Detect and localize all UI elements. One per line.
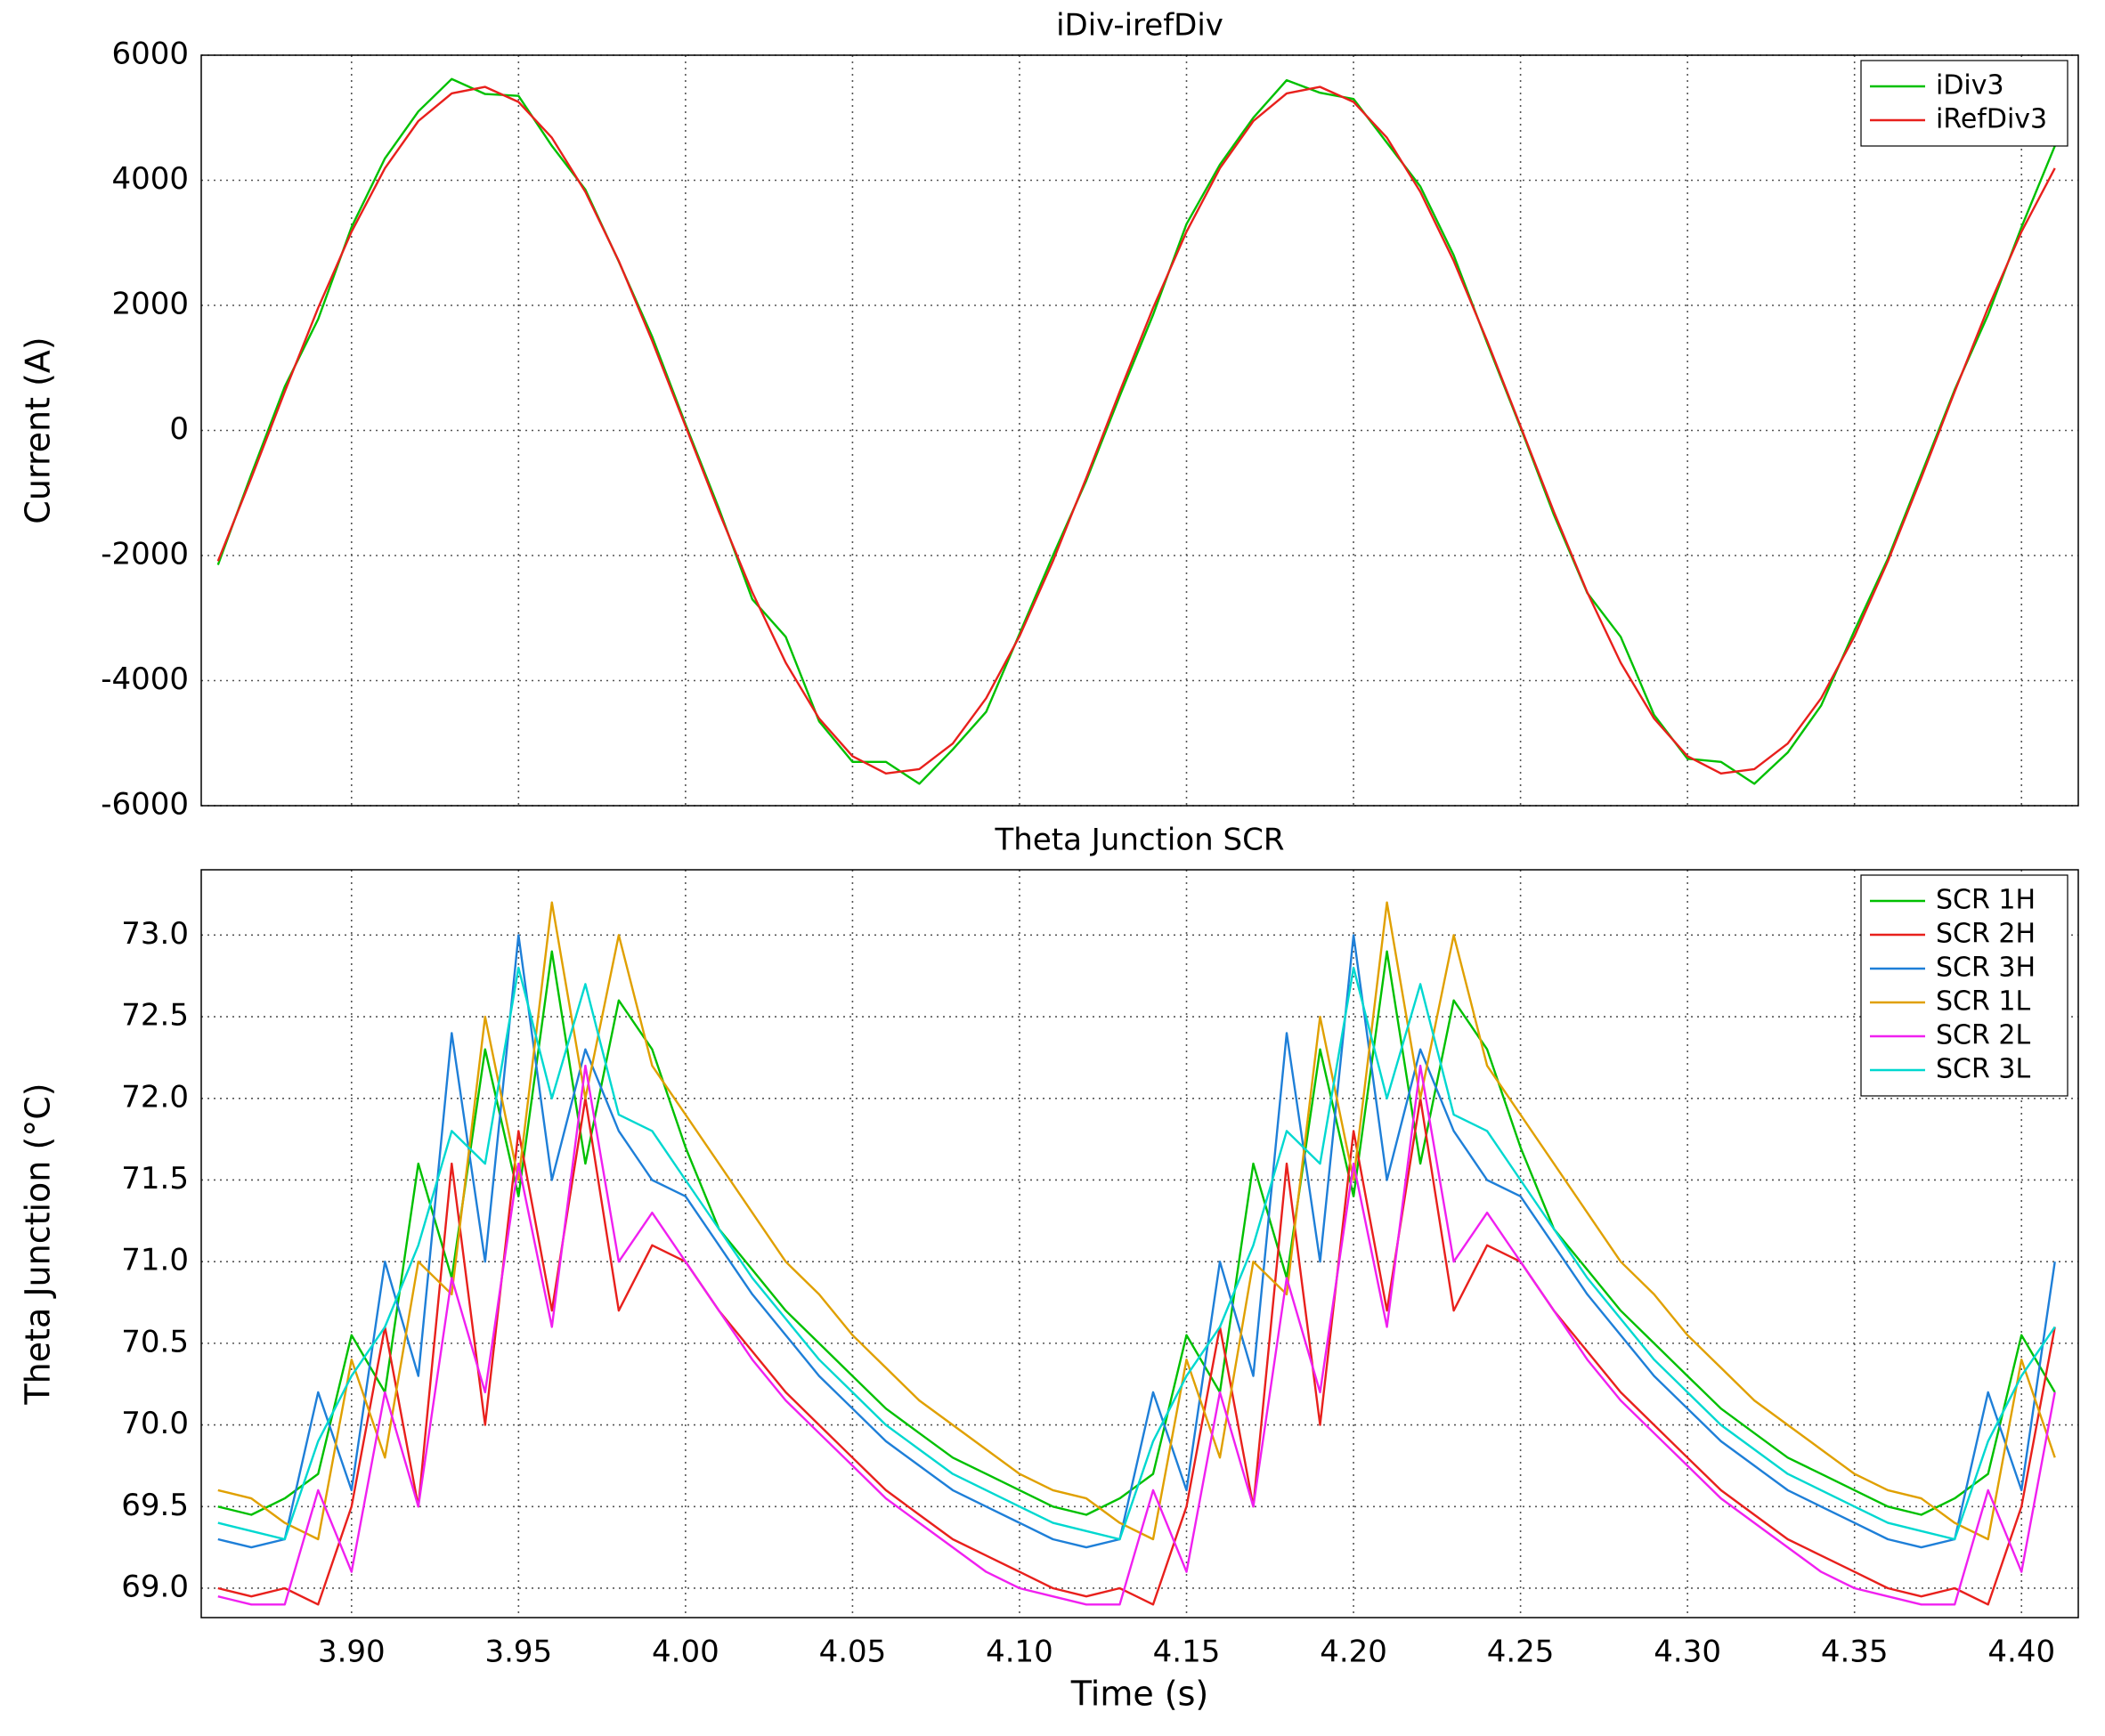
legend-label: SCR 2L	[1936, 1020, 2030, 1051]
plot-frame	[200, 54, 2079, 807]
y-tick-label: 70.5	[121, 1324, 189, 1359]
legend-label: SCR 1L	[1936, 986, 2030, 1018]
x-tick-label: 4.40	[1987, 1635, 2055, 1670]
y-tick-label: -2000	[101, 537, 189, 572]
series-line	[217, 950, 2056, 1516]
y-axis-label: Theta Junction (°C)	[19, 1083, 58, 1405]
series-line	[217, 966, 2056, 1541]
series-line	[217, 901, 2056, 1541]
series-group	[217, 901, 2056, 1606]
chart-title: Theta Junction SCR	[995, 823, 1285, 858]
series-line	[216, 85, 2056, 775]
series-group	[216, 77, 2056, 785]
legend-label: SCR 2H	[1936, 919, 2036, 950]
x-tick-label: 3.90	[318, 1635, 386, 1670]
legend-label: SCR 3H	[1936, 953, 2036, 984]
y-tick-label: 69.5	[121, 1488, 189, 1523]
x-tick-label: 4.25	[1487, 1635, 1555, 1670]
plot-frame	[200, 869, 2079, 1618]
y-tick-label: 4000	[111, 161, 189, 197]
legend-label: SCR 3L	[1936, 1054, 2030, 1085]
x-tick-label: 4.30	[1654, 1635, 1721, 1670]
y-tick-label: 71.0	[121, 1243, 189, 1278]
series-line	[217, 1097, 2056, 1606]
y-tick-label: 71.5	[121, 1161, 189, 1197]
x-tick-label: 4.15	[1153, 1635, 1221, 1670]
x-tick-label: 3.95	[484, 1635, 552, 1670]
y-tick-label: 6000	[111, 37, 189, 72]
x-tick-label: 4.20	[1320, 1635, 1387, 1670]
y-tick-label: -6000	[101, 787, 189, 823]
x-tick-label: 4.35	[1821, 1635, 1889, 1670]
x-tick-label: 4.00	[652, 1635, 719, 1670]
y-tick-label: 72.5	[121, 998, 189, 1034]
legend-label: iDiv3	[1936, 70, 2004, 101]
series-line	[217, 1064, 2056, 1606]
x-tick-label: 4.10	[986, 1635, 1053, 1670]
y-tick-label: 73.0	[121, 916, 189, 952]
y-axis-label: Current (A)	[19, 337, 58, 523]
x-axis-label: Time (s)	[1070, 1675, 1209, 1714]
y-tick-label: 70.0	[121, 1406, 189, 1441]
y-tick-label: 0	[169, 411, 189, 447]
legend-label: SCR 1H	[1936, 885, 2036, 916]
chart-title: iDiv-irefDiv	[1056, 8, 1223, 44]
y-tick-label: 69.0	[121, 1569, 189, 1604]
y-tick-label: 72.0	[121, 1079, 189, 1115]
legend-label: iRefDiv3	[1936, 104, 2047, 135]
legend-box	[1860, 874, 2068, 1097]
y-tick-label: -4000	[101, 661, 189, 697]
series-line	[216, 77, 2056, 785]
y-tick-label: 2000	[111, 287, 189, 322]
legend-box	[1860, 60, 2068, 147]
x-tick-label: 4.05	[819, 1635, 887, 1670]
series-line	[217, 934, 2056, 1549]
